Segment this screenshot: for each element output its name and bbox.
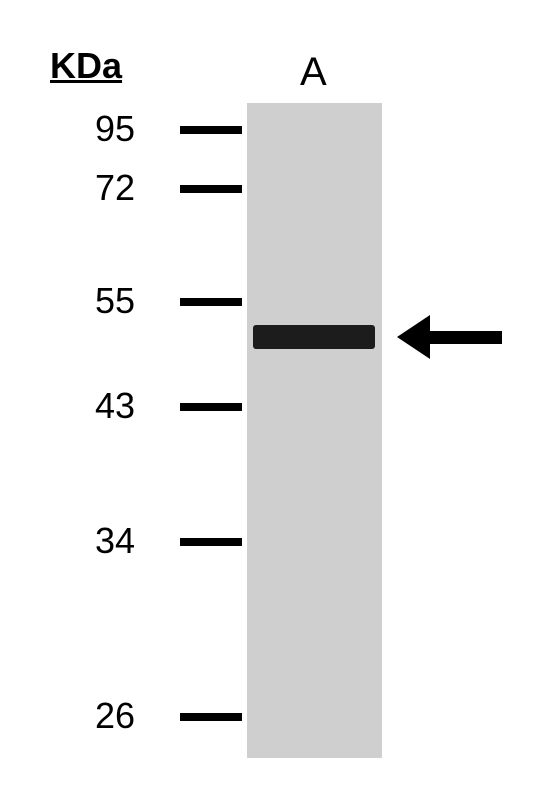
marker-72: 72	[95, 167, 135, 209]
lane-a	[247, 103, 382, 758]
tick-34	[180, 538, 242, 546]
marker-43: 43	[95, 385, 135, 427]
tick-43	[180, 403, 242, 411]
kda-axis-label: KDa	[50, 45, 122, 87]
marker-34: 34	[95, 520, 135, 562]
band-arrow-shaft	[430, 331, 502, 344]
protein-band	[253, 325, 375, 349]
tick-55	[180, 298, 242, 306]
band-arrow-head	[397, 315, 430, 359]
tick-95	[180, 126, 242, 134]
marker-55: 55	[95, 280, 135, 322]
marker-26: 26	[95, 695, 135, 737]
tick-26	[180, 713, 242, 721]
western-blot-image: KDa 95 72 55 43 34 26 A	[35, 15, 515, 785]
marker-95: 95	[95, 108, 135, 150]
tick-72	[180, 185, 242, 193]
lane-a-label: A	[300, 50, 327, 95]
